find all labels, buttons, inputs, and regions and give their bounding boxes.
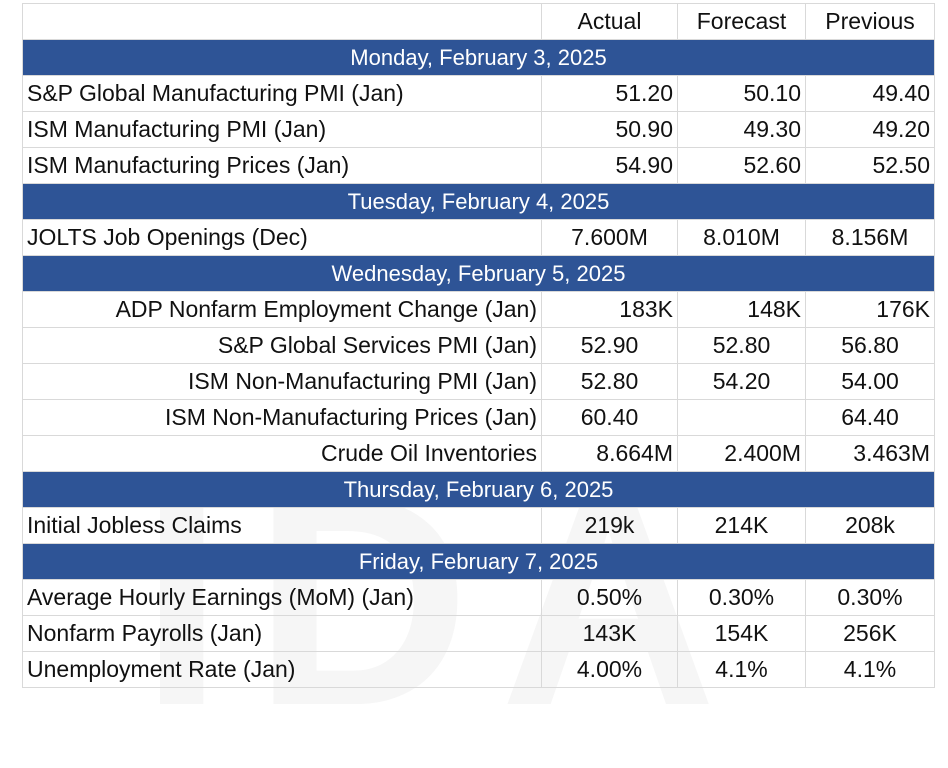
previous-value: 49.40 xyxy=(805,75,935,112)
forecast-value: 52.60 xyxy=(677,147,806,184)
event-name: Crude Oil Inventories xyxy=(22,435,542,472)
actual-value: 0.50% xyxy=(541,579,678,616)
header-previous: Previous xyxy=(805,3,935,40)
event-name: Unemployment Rate (Jan) xyxy=(22,651,542,688)
day-header-label: Friday, February 7, 2025 xyxy=(22,543,935,580)
table-row: Initial Jobless Claims 219k 214K 208k xyxy=(22,507,935,544)
actual-value: 7.600M xyxy=(541,219,678,256)
day-header-label: Thursday, February 6, 2025 xyxy=(22,471,935,508)
actual-value: 51.20 xyxy=(541,75,678,112)
previous-value: 4.1% xyxy=(805,651,935,688)
column-header-row: Actual Forecast Previous xyxy=(22,3,935,40)
forecast-value: 4.1% xyxy=(677,651,806,688)
event-name: ISM Non-Manufacturing PMI (Jan) xyxy=(22,363,542,400)
event-name: ISM Manufacturing PMI (Jan) xyxy=(22,111,542,148)
header-blank-cell xyxy=(22,3,542,40)
forecast-value: 154K xyxy=(677,615,806,652)
table-row: Average Hourly Earnings (MoM) (Jan) 0.50… xyxy=(22,579,935,616)
previous-value: 8.156M xyxy=(805,219,935,256)
event-name: Nonfarm Payrolls (Jan) xyxy=(22,615,542,652)
table-row: ISM Non-Manufacturing Prices (Jan) 60.40… xyxy=(22,399,935,436)
forecast-value: 2.400M xyxy=(677,435,806,472)
day-header-row: Wednesday, February 5, 2025 xyxy=(22,255,935,292)
actual-value: 183K xyxy=(541,291,678,328)
forecast-value: 0.30% xyxy=(677,579,806,616)
forecast-value: 52.80 xyxy=(677,327,806,364)
table-row: ISM Non-Manufacturing PMI (Jan) 52.80 54… xyxy=(22,363,935,400)
actual-value: 54.90 xyxy=(541,147,678,184)
table-row: Nonfarm Payrolls (Jan) 143K 154K 256K xyxy=(22,615,935,652)
forecast-value: 8.010M xyxy=(677,219,806,256)
forecast-value: 148K xyxy=(677,291,806,328)
previous-value: 64.40 xyxy=(805,399,935,436)
day-header-row: Monday, February 3, 2025 xyxy=(22,39,935,76)
previous-value: 3.463M xyxy=(805,435,935,472)
actual-value: 4.00% xyxy=(541,651,678,688)
forecast-value: 54.20 xyxy=(677,363,806,400)
table-row: Unemployment Rate (Jan) 4.00% 4.1% 4.1% xyxy=(22,651,935,688)
previous-value: 52.50 xyxy=(805,147,935,184)
table-row: ADP Nonfarm Employment Change (Jan) 183K… xyxy=(22,291,935,328)
actual-value: 60.40 xyxy=(541,399,678,436)
day-header-row: Friday, February 7, 2025 xyxy=(22,543,935,580)
day-header-label: Tuesday, February 4, 2025 xyxy=(22,183,935,220)
header-actual: Actual xyxy=(541,3,678,40)
event-name: JOLTS Job Openings (Dec) xyxy=(22,219,542,256)
day-header-label: Monday, February 3, 2025 xyxy=(22,39,935,76)
table-row: JOLTS Job Openings (Dec) 7.600M 8.010M 8… xyxy=(22,219,935,256)
forecast-value: 50.10 xyxy=(677,75,806,112)
day-header-label: Wednesday, February 5, 2025 xyxy=(22,255,935,292)
event-name: ISM Non-Manufacturing Prices (Jan) xyxy=(22,399,542,436)
event-name: S&P Global Services PMI (Jan) xyxy=(22,327,542,364)
forecast-value xyxy=(677,399,806,436)
actual-value: 52.80 xyxy=(541,363,678,400)
actual-value: 8.664M xyxy=(541,435,678,472)
table-row: ISM Manufacturing PMI (Jan) 50.90 49.30 … xyxy=(22,111,935,148)
table-row: S&P Global Manufacturing PMI (Jan) 51.20… xyxy=(22,75,935,112)
previous-value: 256K xyxy=(805,615,935,652)
event-name: ISM Manufacturing Prices (Jan) xyxy=(22,147,542,184)
actual-value: 143K xyxy=(541,615,678,652)
table-row: ISM Manufacturing Prices (Jan) 54.90 52.… xyxy=(22,147,935,184)
event-name: ADP Nonfarm Employment Change (Jan) xyxy=(22,291,542,328)
event-name: S&P Global Manufacturing PMI (Jan) xyxy=(22,75,542,112)
table-row: Crude Oil Inventories 8.664M 2.400M 3.46… xyxy=(22,435,935,472)
actual-value: 50.90 xyxy=(541,111,678,148)
forecast-value: 214K xyxy=(677,507,806,544)
previous-value: 49.20 xyxy=(805,111,935,148)
forecast-value: 49.30 xyxy=(677,111,806,148)
event-name: Average Hourly Earnings (MoM) (Jan) xyxy=(22,579,542,616)
day-header-row: Thursday, February 6, 2025 xyxy=(22,471,935,508)
actual-value: 52.90 xyxy=(541,327,678,364)
table-row: S&P Global Services PMI (Jan) 52.90 52.8… xyxy=(22,327,935,364)
previous-value: 54.00 xyxy=(805,363,935,400)
previous-value: 208k xyxy=(805,507,935,544)
actual-value: 219k xyxy=(541,507,678,544)
previous-value: 56.80 xyxy=(805,327,935,364)
previous-value: 176K xyxy=(805,291,935,328)
day-header-row: Tuesday, February 4, 2025 xyxy=(22,183,935,220)
previous-value: 0.30% xyxy=(805,579,935,616)
economic-calendar-table: Actual Forecast Previous Monday, Februar… xyxy=(22,3,935,688)
event-name: Initial Jobless Claims xyxy=(22,507,542,544)
header-forecast: Forecast xyxy=(677,3,806,40)
